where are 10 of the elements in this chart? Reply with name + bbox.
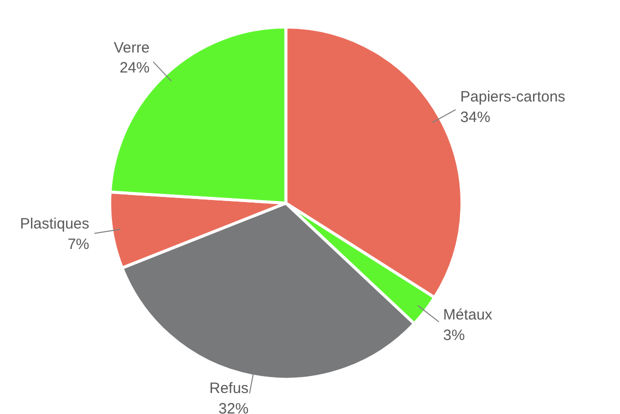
data-label: 7%: [68, 236, 90, 253]
data-label: 34%: [460, 108, 490, 126]
data-label: 24%: [120, 60, 150, 77]
data-label: 32%: [218, 400, 249, 414]
slice-label: Papiers-cartons: [460, 88, 566, 106]
slice-label: Plastiques: [20, 216, 90, 233]
slice-label: Verre: [114, 39, 150, 56]
data-label: 3%: [443, 326, 465, 344]
slice-label: Refus: [209, 380, 249, 397]
slice-label: Métaux: [443, 306, 493, 324]
